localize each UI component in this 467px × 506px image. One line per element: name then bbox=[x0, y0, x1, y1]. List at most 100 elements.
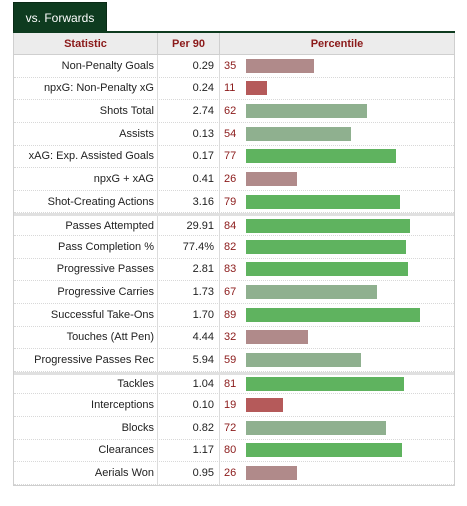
percentile-value: 67 bbox=[224, 286, 237, 299]
per90-value: 0.82 bbox=[192, 421, 214, 434]
table-row: npxG + xAG 0.41 26 bbox=[14, 168, 454, 191]
stat-name: npxG: Non-Penalty xG bbox=[43, 82, 154, 95]
per90-cell: 0.41 bbox=[158, 168, 220, 190]
stat-name-cell: Successful Take-Ons bbox=[14, 303, 158, 326]
tab-underline bbox=[13, 31, 455, 33]
percentile-value: 11 bbox=[224, 82, 236, 95]
percentile-value: 32 bbox=[224, 331, 237, 344]
table-body: Non-Penalty Goals 0.29 35 npxG: Non-Penalty… bbox=[14, 55, 454, 485]
stat-name-cell: Shot-Creating Actions bbox=[14, 190, 158, 213]
column-header-statistic[interactable]: Statistic bbox=[14, 33, 158, 54]
percentile-value: 35 bbox=[224, 59, 237, 72]
per90-value: 77.4% bbox=[182, 240, 214, 253]
stat-name-cell: Touches (Att Pen) bbox=[14, 326, 158, 349]
percentile-cell: 79 bbox=[220, 191, 454, 213]
column-header-percentile[interactable]: Percentile bbox=[220, 38, 454, 50]
percentile-value: 26 bbox=[224, 172, 237, 185]
stat-name-cell: Pass Completion % bbox=[14, 236, 158, 258]
table-row: Progressive Carries 1.73 67 bbox=[14, 281, 454, 304]
per90-cell: 0.13 bbox=[158, 122, 220, 145]
per90-cell: 0.10 bbox=[158, 394, 220, 416]
percentile-bar bbox=[246, 194, 401, 209]
table-row: Progressive Passes Rec 5.94 59 bbox=[14, 349, 454, 372]
per90-value: 0.41 bbox=[192, 172, 214, 185]
column-header-per90[interactable]: Per 90 bbox=[158, 33, 220, 54]
stat-name-cell: npxG: Non-Penalty xG bbox=[14, 77, 158, 100]
stat-name-cell: Progressive Passes Rec bbox=[14, 349, 158, 371]
percentile-bar bbox=[246, 218, 410, 233]
stat-name: npxG + xAG bbox=[93, 172, 154, 185]
percentile-bar bbox=[246, 377, 404, 392]
percentile-bar bbox=[246, 126, 352, 141]
table-row: Blocks 0.82 72 bbox=[14, 417, 454, 440]
per90-value: 2.81 bbox=[192, 263, 214, 276]
table-row: Passes Attempted 29.91 84 bbox=[14, 213, 454, 236]
table-row: Clearances 1.17 80 bbox=[14, 439, 454, 463]
stat-name-cell: Assists bbox=[14, 122, 158, 145]
percentile-cell: 67 bbox=[220, 281, 454, 303]
per90-cell: 1.70 bbox=[158, 303, 220, 326]
percentile-value: 26 bbox=[224, 467, 237, 480]
per90-value: 1.17 bbox=[192, 444, 214, 457]
table-row: xAG: Exp. Assisted Goals 0.17 77 bbox=[14, 145, 454, 169]
percentile-bar-track bbox=[246, 420, 441, 435]
percentile-cell: 62 bbox=[220, 100, 454, 122]
table-row: Shots Total 2.74 62 bbox=[14, 100, 454, 123]
tab-label: vs. Forwards bbox=[25, 10, 95, 25]
per90-cell: 1.17 bbox=[158, 439, 220, 462]
per90-value: 0.29 bbox=[192, 59, 214, 72]
stat-name: Assists bbox=[119, 127, 154, 140]
percentile-cell: 32 bbox=[220, 327, 454, 349]
stat-name: Progressive Passes Rec bbox=[34, 353, 154, 366]
percentile-bar-track bbox=[246, 466, 441, 481]
percentile-value: 83 bbox=[224, 263, 237, 276]
percentile-bar bbox=[246, 352, 361, 367]
per90-value: 0.17 bbox=[192, 150, 214, 163]
per90-cell: 0.82 bbox=[158, 417, 220, 439]
stat-name: Successful Take-Ons bbox=[50, 308, 154, 321]
percentile-cell: 19 bbox=[220, 394, 454, 416]
per90-cell: 3.16 bbox=[158, 190, 220, 213]
percentile-value: 82 bbox=[224, 240, 237, 253]
percentile-cell: 89 bbox=[220, 304, 454, 326]
percentile-value: 62 bbox=[224, 105, 237, 118]
percentile-bar-track bbox=[246, 285, 441, 300]
percentile-cell: 35 bbox=[220, 55, 454, 77]
percentile-cell: 54 bbox=[220, 123, 454, 145]
stat-name: Shot-Creating Actions bbox=[47, 195, 154, 208]
per90-cell: 0.17 bbox=[158, 145, 220, 168]
percentile-bar-track bbox=[246, 352, 441, 367]
column-header-percentile-label: Percentile bbox=[310, 37, 364, 50]
percentile-bar bbox=[246, 443, 402, 458]
percentile-bar bbox=[246, 171, 297, 186]
percentile-bar bbox=[246, 398, 283, 413]
percentile-value: 81 bbox=[224, 378, 237, 391]
stat-name-cell: Progressive Passes bbox=[14, 258, 158, 281]
percentile-bar-track bbox=[246, 58, 441, 73]
percentile-bar-track bbox=[246, 239, 441, 254]
percentile-cell: 72 bbox=[220, 417, 454, 439]
percentile-bar-track bbox=[246, 262, 441, 277]
percentile-cell: 26 bbox=[220, 462, 454, 484]
percentile-bar bbox=[246, 262, 408, 277]
tab-vs-forwards[interactable]: vs. Forwards bbox=[13, 2, 107, 33]
stat-name-cell: Non-Penalty Goals bbox=[14, 55, 158, 77]
per90-value: 29.91 bbox=[186, 219, 214, 232]
percentile-value: 84 bbox=[224, 219, 237, 232]
percentile-bar-track bbox=[246, 377, 441, 392]
per90-value: 5.94 bbox=[192, 353, 214, 366]
stat-name-cell: Interceptions bbox=[14, 394, 158, 416]
per90-cell: 29.91 bbox=[158, 216, 220, 235]
percentile-bar bbox=[246, 81, 268, 96]
per90-value: 0.95 bbox=[192, 467, 214, 480]
table-row: Interceptions 0.10 19 bbox=[14, 394, 454, 417]
per90-value: 1.70 bbox=[192, 308, 214, 321]
percentile-cell: 26 bbox=[220, 168, 454, 190]
per90-cell: 0.95 bbox=[158, 462, 220, 484]
percentile-cell: 84 bbox=[220, 216, 454, 235]
percentile-value: 80 bbox=[224, 444, 237, 457]
per90-value: 1.73 bbox=[192, 286, 214, 299]
percentile-bar-track bbox=[246, 104, 441, 119]
stat-name: Tackles bbox=[117, 378, 154, 391]
percentile-bar-track bbox=[246, 398, 441, 413]
